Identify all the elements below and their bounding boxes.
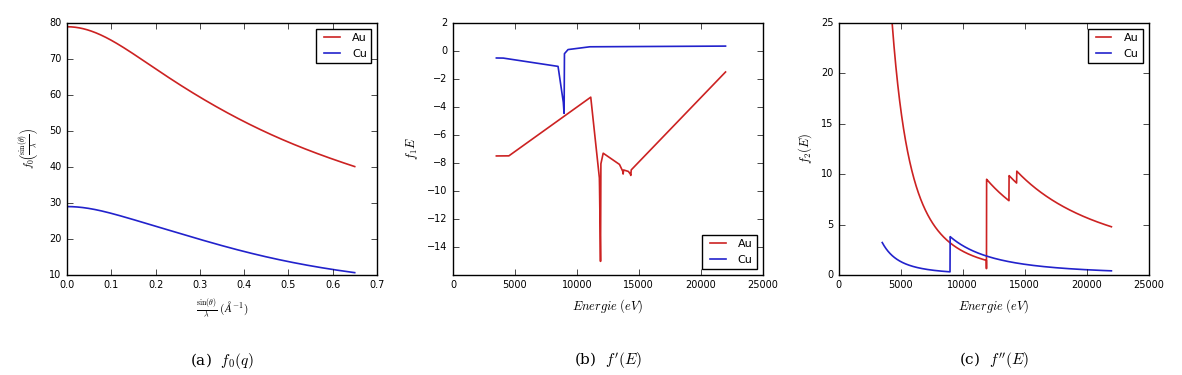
Au: [1076, 214, 1090, 218]
Cu: [215, 244, 229, 248]
Cu: [719, 44, 733, 48]
Au: [719, 70, 733, 74]
X-axis label: $Energie\ (eV)$: $Energie\ (eV)$: [572, 297, 643, 315]
Au: [348, 164, 362, 169]
Cu: [577, 45, 591, 50]
Text: (c)  $f^{\prime\prime}(E)$: (c) $f^{\prime\prime}(E)$: [959, 351, 1028, 371]
Au: [296, 146, 310, 150]
Text: (a)  $f_0(q)$: (a) $f_0(q)$: [190, 351, 254, 371]
Cu: [232, 248, 246, 252]
Y-axis label: $f_0\!\left(\frac{\sin(\theta)}{\lambda}\right)$: $f_0\!\left(\frac{\sin(\theta)}{\lambda}…: [18, 129, 43, 170]
Au: [199, 98, 213, 103]
Cu: [199, 239, 213, 243]
Au: [515, 144, 530, 148]
Au: [1104, 225, 1118, 229]
Line: Cu: Cu: [67, 207, 355, 273]
Line: Cu: Cu: [496, 46, 726, 113]
Cu: [943, 234, 957, 239]
Au: [915, 200, 929, 205]
Legend: Au, Cu: Au, Cu: [317, 28, 371, 63]
Line: Cu: Cu: [882, 237, 1111, 272]
Cu: [196, 238, 210, 243]
Cu: [348, 270, 362, 275]
Cu: [515, 59, 530, 63]
Cu: [340, 270, 355, 274]
Cu: [902, 263, 916, 267]
Text: (b)  $f^{\prime}(E)$: (b) $f^{\prime}(E)$: [573, 351, 642, 371]
Au: [60, 24, 74, 29]
Cu: [973, 252, 987, 256]
Y-axis label: $f_1E$: $f_1E$: [404, 138, 420, 160]
Au: [963, 252, 978, 257]
Cu: [875, 240, 889, 245]
Au: [714, 74, 728, 79]
Cu: [689, 44, 703, 48]
Cu: [1104, 268, 1118, 273]
Cu: [296, 262, 310, 267]
Au: [973, 256, 987, 261]
Au: [489, 154, 504, 158]
Au: [1100, 223, 1115, 228]
Au: [593, 259, 608, 264]
Au: [980, 266, 994, 271]
Cu: [530, 61, 544, 65]
Au: [215, 108, 229, 112]
Au: [689, 100, 703, 105]
Cu: [1100, 268, 1115, 273]
Cu: [943, 270, 957, 274]
Au: [196, 97, 210, 102]
X-axis label: $Energie\ (eV)$: $Energie\ (eV)$: [957, 297, 1030, 315]
Cu: [915, 266, 929, 271]
Line: Au: Au: [496, 72, 726, 261]
Line: Au: Au: [67, 27, 355, 166]
Legend: Au, Cu: Au, Cu: [702, 235, 758, 269]
Y-axis label: $f_2(E)$: $f_2(E)$: [797, 134, 814, 165]
Au: [902, 153, 916, 158]
Au: [530, 134, 544, 139]
Cu: [489, 56, 504, 60]
Legend: Au, Cu: Au, Cu: [1089, 28, 1143, 63]
Cu: [714, 44, 728, 48]
Au: [577, 100, 591, 104]
Cu: [963, 248, 978, 252]
Au: [587, 127, 602, 132]
X-axis label: $\frac{\sin(\theta)}{\lambda}\ (\AA^{-1})$: $\frac{\sin(\theta)}{\lambda}\ (\AA^{-1}…: [195, 297, 248, 320]
Au: [340, 162, 355, 166]
Au: [232, 116, 246, 121]
Cu: [557, 111, 571, 116]
Cu: [587, 45, 602, 49]
Line: Au: Au: [882, 0, 1111, 268]
Cu: [60, 204, 74, 209]
Cu: [1076, 267, 1090, 272]
